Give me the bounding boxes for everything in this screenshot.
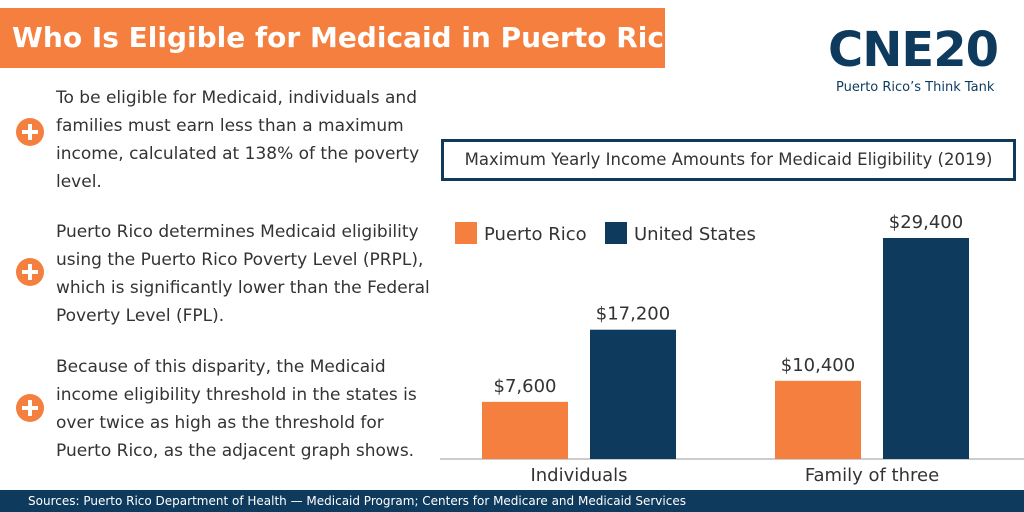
logo-tagline: Puerto Rico’s Think Tank <box>836 80 995 95</box>
logo-name: CNE20 <box>828 22 999 78</box>
plus-icon <box>16 394 44 422</box>
x-tick-label: Family of three <box>805 465 939 486</box>
value-label: $29,400 <box>889 212 963 233</box>
bar <box>590 329 676 459</box>
plus-icon <box>16 118 44 146</box>
value-label: $17,200 <box>596 304 670 325</box>
bullet-text: Because of this disparity, the Medicaid … <box>56 357 417 461</box>
legend-label: Puerto Rico <box>484 224 587 245</box>
value-label: $10,400 <box>781 355 855 376</box>
value-label: $7,600 <box>494 376 557 397</box>
bar <box>482 401 568 459</box>
page-title: Who Is Eligible for Medicaid in Puerto R… <box>0 8 699 68</box>
source: Sources: Puerto Rico Department of Healt… <box>0 490 1024 512</box>
bullet-text: Puerto Rico determines Medicaid eligibil… <box>56 222 430 326</box>
legend-swatch <box>455 222 477 244</box>
logo: CNE20 <box>828 22 999 78</box>
chart-title: Maximum Yearly Income Amounts for Medica… <box>441 139 1016 181</box>
chart: Puerto Rico United States Individuals $7,60… <box>440 212 1024 486</box>
bar <box>883 238 969 459</box>
plus-icon <box>16 258 44 286</box>
bullet-text: To be eligible for Medicaid, individuals… <box>56 88 420 192</box>
bar <box>775 380 861 459</box>
x-tick-label: Individuals <box>530 465 627 486</box>
legend-swatch <box>605 222 627 244</box>
legend-label: United States <box>634 224 756 245</box>
